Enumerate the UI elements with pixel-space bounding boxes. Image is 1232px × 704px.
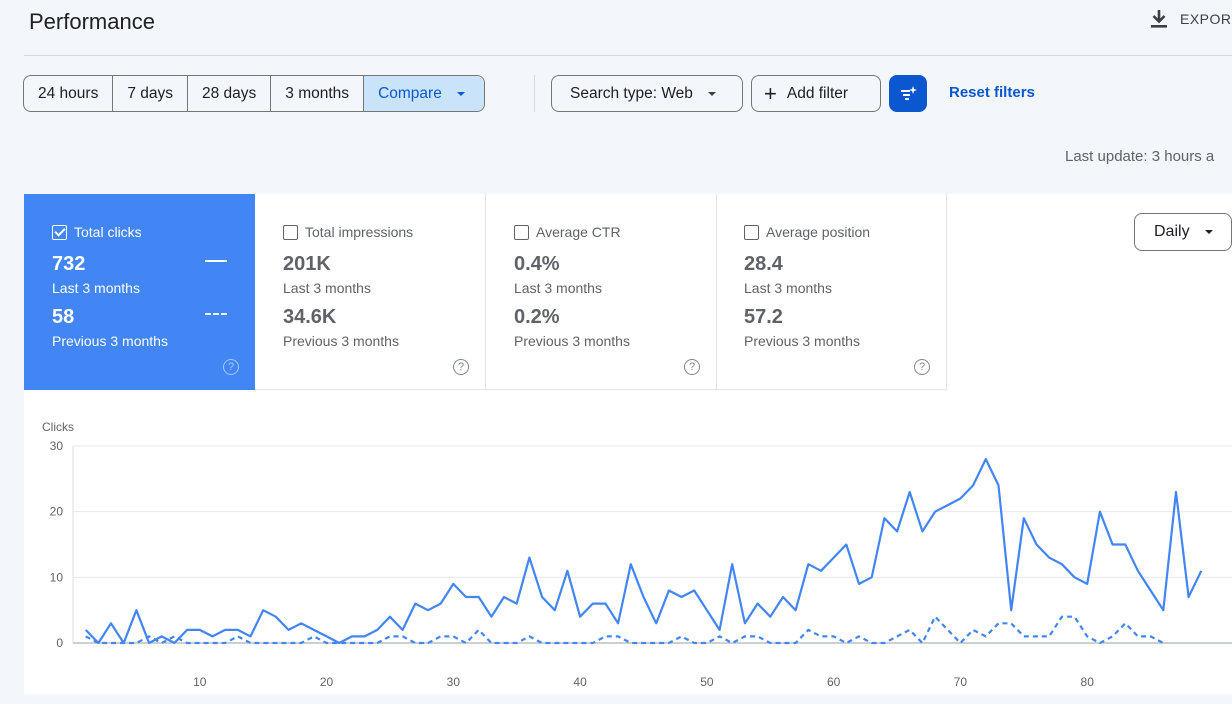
- metric-previous-label: Previous 3 months: [283, 333, 399, 349]
- range-3-months[interactable]: 3 months: [271, 76, 365, 111]
- export-label: EXPOR: [1180, 11, 1232, 27]
- date-range-selector: 24 hours 7 days 28 days 3 months Compare: [23, 75, 485, 112]
- metric-current-label: Last 3 months: [744, 280, 832, 296]
- download-icon: [1151, 10, 1167, 28]
- metric-current-value: 201K: [283, 253, 331, 275]
- granularity-label: Daily: [1154, 223, 1190, 240]
- metric-card-total-impressions[interactable]: Total impressions 201K Last 3 months 34.…: [255, 194, 486, 390]
- help-icon[interactable]: ?: [453, 359, 469, 375]
- x-tick-label: 60: [827, 675, 841, 689]
- metric-title: Total clicks: [74, 224, 142, 240]
- checkbox-checked-icon[interactable]: [52, 224, 67, 240]
- x-tick-label: 70: [954, 675, 968, 689]
- metric-previous-value: 58: [52, 306, 75, 328]
- compare-button[interactable]: Compare: [364, 76, 484, 111]
- y-tick-label: 30: [50, 439, 64, 453]
- plus-icon: +: [764, 80, 777, 106]
- y-tick-label: 20: [50, 505, 64, 519]
- range-28-days[interactable]: 28 days: [188, 76, 272, 111]
- x-tick-label: 10: [193, 675, 207, 689]
- metric-previous-label: Previous 3 months: [514, 333, 630, 349]
- filter-settings-button[interactable]: [889, 75, 927, 112]
- metric-title: Average position: [766, 224, 871, 240]
- dashed-line-legend-icon: [205, 313, 227, 315]
- checkbox-unchecked-icon[interactable]: [283, 224, 298, 240]
- help-icon[interactable]: ?: [223, 359, 239, 375]
- x-tick-label: 30: [447, 675, 461, 689]
- previous-period-line: [85, 615, 1164, 645]
- performance-panel: Total clicks 732 Last 3 months 58 Previo…: [24, 194, 1232, 694]
- y-tick-label: 10: [50, 570, 64, 584]
- metric-title: Total impressions: [305, 224, 414, 240]
- metric-card-header: Total impressions: [283, 224, 413, 240]
- x-tick-label: 20: [320, 675, 334, 689]
- metric-previous-label: Previous 3 months: [52, 333, 168, 349]
- metric-current-value: 28.4: [744, 253, 783, 275]
- x-tick-label: 40: [573, 675, 587, 689]
- last-update-text: Last update: 3 hours a: [1065, 148, 1215, 165]
- y-tick-label: 0: [56, 636, 63, 650]
- range-7-days[interactable]: 7 days: [113, 76, 188, 111]
- metric-current-label: Last 3 months: [52, 280, 140, 296]
- caret-down-icon: [707, 91, 716, 96]
- granularity-dropdown[interactable]: Daily: [1134, 213, 1232, 251]
- metric-previous-value: 0.2%: [514, 306, 560, 328]
- compare-label: Compare: [378, 84, 442, 102]
- clicks-line-chart: Clicks 0 10 20 30 10 20 30 40 50 60 70 80: [42, 420, 1232, 689]
- add-filter-label: Add filter: [786, 84, 849, 102]
- reset-filters-link[interactable]: Reset filters: [949, 84, 1035, 101]
- export-button[interactable]: EXPOR: [1150, 9, 1232, 29]
- filter-sparkle-icon: [901, 85, 917, 100]
- toolbar-divider: [534, 75, 535, 112]
- search-type-dropdown[interactable]: Search type: Web: [551, 75, 743, 112]
- metric-previous-value: 34.6K: [283, 306, 337, 328]
- current-period-line: [84, 457, 1203, 645]
- caret-down-icon: [456, 91, 465, 96]
- search-type-label: Search type: Web: [570, 84, 693, 102]
- add-filter-button[interactable]: + Add filter: [751, 75, 881, 112]
- solid-line-legend-icon: [205, 260, 227, 262]
- metric-card-header: Average position: [744, 224, 870, 240]
- metric-card-total-clicks[interactable]: Total clicks 732 Last 3 months 58 Previo…: [24, 194, 255, 390]
- x-tick-label: 80: [1081, 675, 1095, 689]
- metric-previous-value: 57.2: [744, 306, 783, 328]
- metric-current-value: 0.4%: [514, 253, 560, 275]
- range-24-hours[interactable]: 24 hours: [24, 76, 114, 111]
- metric-card-header: Average CTR: [514, 224, 621, 240]
- caret-down-icon: [1204, 230, 1213, 234]
- metric-current-label: Last 3 months: [283, 280, 371, 296]
- metric-current-label: Last 3 months: [514, 280, 602, 296]
- metric-previous-label: Previous 3 months: [744, 333, 860, 349]
- x-tick-label: 50: [700, 675, 714, 689]
- metric-title: Average CTR: [536, 224, 621, 240]
- help-icon[interactable]: ?: [914, 359, 930, 375]
- header-divider: [24, 55, 1232, 56]
- metric-card-average-ctr[interactable]: Average CTR 0.4% Last 3 months 0.2% Prev…: [486, 194, 717, 390]
- metric-current-value: 732: [52, 253, 86, 275]
- checkbox-unchecked-icon[interactable]: [514, 224, 529, 240]
- checkbox-unchecked-icon[interactable]: [744, 224, 759, 240]
- metric-card-average-position[interactable]: Average position 28.4 Last 3 months 57.2…: [716, 194, 947, 390]
- top-bar: Performance EXPOR: [0, 0, 1232, 56]
- page-title: Performance: [29, 9, 155, 34]
- metric-card-header: Total clicks: [52, 224, 142, 240]
- y-axis-label: Clicks: [42, 420, 74, 434]
- help-icon[interactable]: ?: [684, 359, 700, 375]
